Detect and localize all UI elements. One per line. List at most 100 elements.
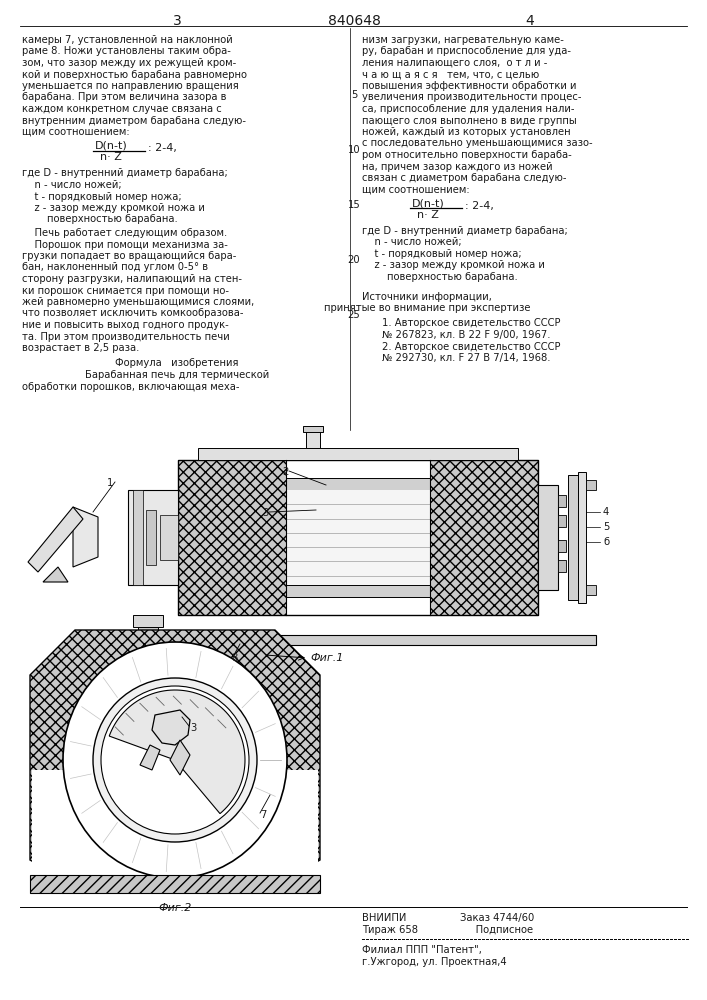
Text: Печь работает следующим образом.: Печь работает следующим образом. — [22, 228, 227, 238]
Text: t - порядковый номер ножа;: t - порядковый номер ножа; — [362, 249, 522, 259]
Text: Филиал ППП "Патент",: Филиал ППП "Патент", — [362, 945, 482, 955]
Text: 1. Авторское свидетельство СССР: 1. Авторское свидетельство СССР — [382, 318, 561, 328]
Bar — [538, 485, 558, 590]
Text: уменьшается по направлению вращения: уменьшается по направлению вращения — [22, 81, 239, 91]
Text: са, приспособление для удаления нали-: са, приспособление для удаления нали- — [362, 104, 575, 114]
Bar — [303, 426, 323, 432]
Text: z - зазор между кромкой ножа и: z - зазор между кромкой ножа и — [22, 203, 205, 213]
Bar — [558, 540, 566, 552]
Polygon shape — [43, 567, 68, 582]
Text: ч а ю щ а я с я   тем, что, с целью: ч а ю щ а я с я тем, что, с целью — [362, 70, 539, 80]
Text: 1: 1 — [107, 478, 113, 488]
Text: D(n-t): D(n-t) — [412, 198, 445, 208]
Circle shape — [93, 678, 257, 842]
Bar — [286, 490, 430, 585]
Text: Тираж 658: Тираж 658 — [362, 925, 418, 935]
Text: ления налипающего слоя,  о т л и -: ления налипающего слоя, о т л и - — [362, 58, 547, 68]
Text: 840648: 840648 — [327, 14, 380, 28]
Text: t - порядковый номер ножа;: t - порядковый номер ножа; — [22, 192, 182, 202]
Text: 2. Авторское свидетельство СССР: 2. Авторское свидетельство СССР — [382, 342, 561, 352]
Text: 8: 8 — [232, 653, 238, 663]
Text: 25: 25 — [348, 310, 361, 320]
Text: ром относительно поверхности бараба-: ром относительно поверхности бараба- — [362, 150, 572, 160]
Bar — [586, 585, 596, 595]
Text: ВНИИПИ: ВНИИПИ — [362, 913, 407, 923]
Text: z - зазор между кромкой ножа и: z - зазор между кромкой ножа и — [362, 260, 545, 270]
Text: б: б — [603, 537, 609, 547]
Bar — [128, 490, 178, 585]
Text: каждом конкретном случае связана с: каждом конкретном случае связана с — [22, 104, 222, 114]
Bar — [558, 560, 566, 572]
Bar — [558, 495, 566, 507]
Bar — [30, 875, 320, 893]
Text: где D - внутренний диаметр барабана;: где D - внутренний диаметр барабана; — [362, 226, 568, 236]
Text: 5: 5 — [603, 522, 609, 532]
Text: связан с диаметром барабана следую-: связан с диаметром барабана следую- — [362, 173, 566, 183]
Text: 20: 20 — [348, 255, 361, 265]
Text: Порошок при помощи механизма за-: Порошок при помощи механизма за- — [22, 239, 228, 249]
Text: бан, наклоненный под углом 0-5° в: бан, наклоненный под углом 0-5° в — [22, 262, 208, 272]
Text: на, причем зазор каждого из ножей: на, причем зазор каждого из ножей — [362, 161, 553, 172]
Text: возрастает в 2,5 раза.: возрастает в 2,5 раза. — [22, 343, 139, 353]
Text: сторону разгрузки, налипающий на стен-: сторону разгрузки, налипающий на стен- — [22, 274, 242, 284]
Text: 3: 3 — [190, 723, 197, 733]
Text: ние и повысить выход годного продук-: ние и повысить выход годного продук- — [22, 320, 229, 330]
Text: 4: 4 — [603, 507, 609, 517]
Text: с последовательно уменьшающимися зазо-: с последовательно уменьшающимися зазо- — [362, 138, 592, 148]
Bar — [178, 460, 286, 615]
Text: n· Z: n· Z — [417, 210, 439, 220]
Bar — [133, 615, 163, 627]
Bar — [586, 480, 596, 490]
Text: поверхностью барабана.: поверхностью барабана. — [362, 272, 518, 282]
Text: та. При этом производительность печи: та. При этом производительность печи — [22, 332, 230, 342]
Text: что позволяет исключить комкообразова-: что позволяет исключить комкообразова- — [22, 308, 243, 318]
Text: 15: 15 — [348, 200, 361, 210]
Text: Источники информации,: Источники информации, — [362, 292, 492, 302]
Text: D(n-t): D(n-t) — [95, 140, 128, 150]
Text: 4: 4 — [525, 14, 534, 28]
Text: камеры 7, установленной на наклонной: камеры 7, установленной на наклонной — [22, 35, 233, 45]
Text: внутренним диаметром барабана следую-: внутренним диаметром барабана следую- — [22, 115, 246, 125]
Text: 7: 7 — [260, 810, 267, 820]
Text: n - число ножей;: n - число ножей; — [22, 180, 122, 190]
Text: зом, что зазор между их режущей кром-: зом, что зазор между их режущей кром- — [22, 58, 236, 68]
Text: Формула   изобретения: Формула изобретения — [115, 359, 239, 368]
Text: n - число ножей;: n - число ножей; — [362, 237, 462, 247]
Text: № 292730, кл. F 27 В 7/14, 1968.: № 292730, кл. F 27 В 7/14, 1968. — [382, 353, 551, 363]
Text: Подписное: Подписное — [460, 925, 533, 935]
Polygon shape — [73, 507, 98, 567]
Bar — [32, 770, 318, 885]
Text: Фиг.2: Фиг.2 — [158, 903, 192, 913]
Text: Заказ 4744/60: Заказ 4744/60 — [460, 913, 534, 923]
Bar — [108, 635, 596, 645]
Bar — [578, 472, 586, 603]
Ellipse shape — [63, 642, 287, 878]
Bar — [133, 490, 143, 585]
Polygon shape — [152, 710, 190, 745]
Text: : 2-4,: : 2-4, — [465, 201, 494, 211]
Text: грузки попадает во вращающийся бара-: грузки попадает во вращающийся бара- — [22, 251, 236, 261]
Text: Фиг.1: Фиг.1 — [310, 653, 344, 663]
Text: ру, барабан и приспособление для уда-: ру, барабан и приспособление для уда- — [362, 46, 571, 56]
Bar — [178, 460, 538, 615]
Text: 2: 2 — [282, 467, 288, 477]
Bar — [138, 627, 158, 635]
Bar — [430, 460, 538, 615]
Bar — [568, 475, 578, 600]
Circle shape — [101, 686, 249, 834]
Bar — [558, 515, 566, 527]
Ellipse shape — [65, 644, 285, 876]
Text: кой и поверхностью барабана равномерно: кой и поверхностью барабана равномерно — [22, 70, 247, 80]
Text: 3: 3 — [173, 14, 182, 28]
Text: раме 8. Ножи установлены таким обра-: раме 8. Ножи установлены таким обра- — [22, 46, 231, 56]
Text: жей равномерно уменьшающимися слоями,: жей равномерно уменьшающимися слоями, — [22, 297, 255, 307]
Text: пающего слоя выполнено в виде группы: пающего слоя выполнено в виде группы — [362, 115, 577, 125]
Text: ки порошок снимается при помощи но-: ки порошок снимается при помощи но- — [22, 286, 229, 296]
Text: увеличения производительности процес-: увеличения производительности процес- — [362, 93, 581, 103]
Bar — [146, 510, 156, 565]
Text: щим соотношением:: щим соотношением: — [362, 184, 469, 194]
Text: обработки порошков, включающая меха-: обработки порошков, включающая меха- — [22, 381, 240, 391]
Text: 3: 3 — [262, 508, 268, 518]
Polygon shape — [170, 740, 190, 775]
Text: 10: 10 — [348, 145, 361, 155]
